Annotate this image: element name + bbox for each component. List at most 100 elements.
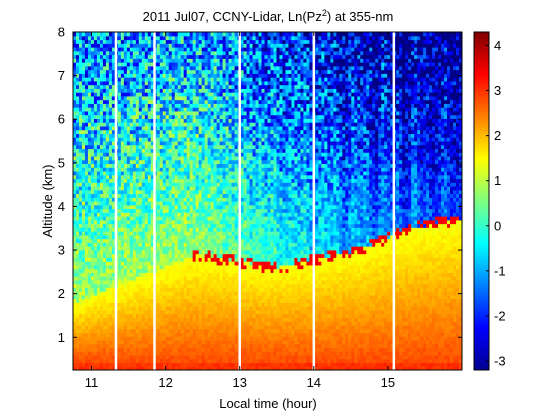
heatmap-cell (225, 246, 230, 251)
heatmap-cell (93, 62, 98, 67)
heatmap-cell (171, 223, 176, 228)
heatmap-cell (186, 246, 191, 251)
heatmap-cell (198, 193, 203, 198)
heatmap-cell (135, 185, 140, 191)
heatmap-cell (144, 99, 149, 104)
heatmap-cell (156, 246, 161, 251)
heatmap-cell (141, 110, 146, 116)
heatmap-cell (141, 317, 146, 322)
heatmap-cell (192, 302, 197, 307)
heatmap-cell (156, 351, 161, 356)
heatmap-cell (228, 366, 233, 370)
heatmap-cell (204, 144, 209, 150)
heatmap-cell (108, 306, 113, 311)
heatmap-cell (159, 62, 164, 67)
heatmap-cell (105, 253, 110, 258)
heatmap-cell (234, 343, 239, 349)
heatmap-cell (168, 107, 173, 112)
heatmap-cell (231, 201, 236, 206)
heatmap-cell (204, 155, 209, 161)
heatmap-cell (138, 283, 143, 288)
heatmap-cell (201, 351, 206, 356)
heatmap-cell (156, 122, 161, 127)
heatmap-cell (135, 208, 140, 213)
heatmap-cell (126, 298, 131, 303)
heatmap-cell (138, 354, 143, 360)
heatmap-cell (201, 148, 206, 153)
heatmap-cell (141, 88, 146, 93)
heatmap-cell (117, 276, 122, 281)
heatmap-cell (81, 246, 86, 251)
heatmap-cell (102, 95, 107, 101)
heatmap-cell (120, 69, 125, 74)
heatmap-cell (120, 347, 125, 352)
heatmap-cell (168, 306, 173, 311)
heatmap-cell (198, 99, 203, 104)
heatmap-cell (81, 144, 86, 150)
heatmap-cell (180, 208, 185, 213)
heatmap-cell (126, 366, 131, 370)
heatmap-cell (231, 264, 236, 270)
heatmap-cell (141, 73, 146, 78)
heatmap-cell (126, 302, 131, 307)
heatmap-cell (102, 212, 107, 217)
heatmap-cell (102, 227, 107, 232)
heatmap-cell (174, 328, 179, 334)
heatmap-cell (90, 366, 95, 370)
heatmap-cell (93, 178, 98, 183)
heatmap-cell (150, 88, 155, 93)
heatmap-cell (189, 170, 194, 176)
heatmap-cell (192, 148, 197, 153)
heatmap-cell (201, 54, 206, 59)
heatmap-cell (126, 283, 131, 288)
heatmap-cell (156, 88, 161, 93)
heatmap-cell (99, 77, 104, 82)
heatmap-cell (222, 65, 227, 71)
heatmap-cell (84, 227, 89, 232)
heatmap-cell (177, 306, 182, 311)
heatmap-cell (174, 317, 179, 322)
heatmap-cell (78, 35, 83, 41)
heatmap-cell (96, 324, 101, 330)
heatmap-cell (147, 62, 152, 67)
heatmap-cell (216, 234, 221, 240)
heatmap-cell (174, 62, 179, 67)
heatmap-cell (111, 309, 116, 315)
heatmap-cell (162, 238, 167, 243)
heatmap-cell (147, 88, 152, 93)
heatmap-cell (159, 249, 164, 255)
heatmap-cell (174, 358, 179, 364)
heatmap-cell (75, 283, 80, 288)
heatmap-cell (198, 276, 203, 281)
heatmap-cell (75, 249, 80, 255)
heatmap-cell (198, 58, 203, 63)
heatmap-cell (144, 358, 149, 364)
heatmap-cell (216, 272, 221, 277)
heatmap-cell (96, 204, 101, 210)
heatmap-cell (189, 332, 194, 337)
heatmap-cell (111, 80, 116, 86)
heatmap-cell (186, 174, 191, 180)
heatmap-cell (108, 197, 113, 202)
heatmap-cell (87, 99, 92, 104)
heatmap-cell (150, 234, 155, 240)
heatmap-cell (225, 54, 230, 59)
heatmap-cell (99, 133, 104, 138)
heatmap-cell (96, 321, 101, 326)
heatmap-cell (198, 182, 203, 187)
heatmap-cell (126, 54, 131, 59)
heatmap-cell (180, 358, 185, 364)
heatmap-cell (171, 238, 176, 243)
heatmap-cell (195, 182, 200, 187)
heatmap-cell (192, 216, 197, 221)
heatmap-cell (73, 185, 77, 191)
heatmap-cell (108, 65, 113, 71)
heatmap-cell (183, 324, 188, 330)
heatmap-cell (165, 227, 170, 232)
heatmap-cell (231, 88, 236, 93)
heatmap-cell (93, 58, 98, 63)
heatmap-cell (189, 92, 194, 97)
heatmap-cell (93, 298, 98, 303)
heatmap-cell (174, 219, 179, 225)
heatmap-cell (198, 88, 203, 93)
